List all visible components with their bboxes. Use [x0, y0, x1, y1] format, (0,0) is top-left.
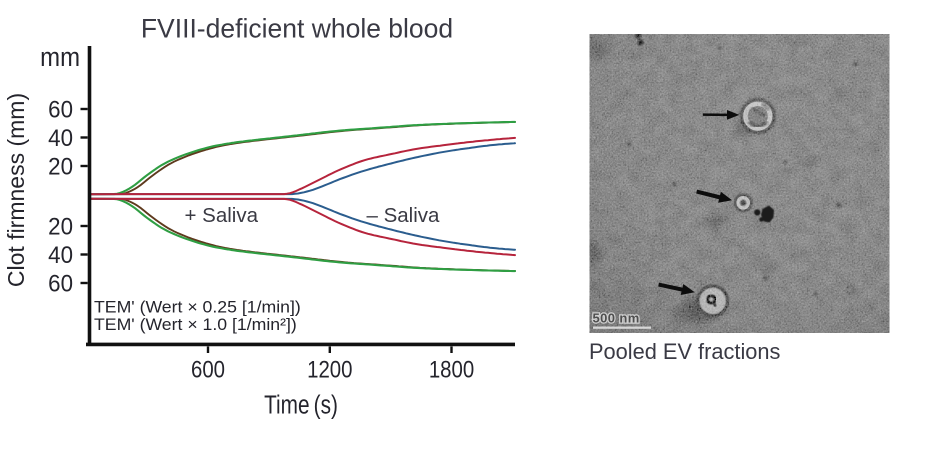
svg-text:TEM' (Wert × 1.0 [1/min²]): TEM' (Wert × 1.0 [1/min²]) — [94, 314, 297, 334]
svg-text:+ Saliva: + Saliva — [185, 204, 259, 227]
svg-text:TEM' (Wert × 0.25 [1/min]): TEM' (Wert × 0.25 [1/min]) — [94, 297, 301, 317]
svg-text:40: 40 — [48, 241, 73, 268]
svg-text:500 nm: 500 nm — [593, 311, 640, 326]
svg-text:20: 20 — [48, 153, 73, 180]
svg-text:Pooled EV fractions: Pooled EV fractions — [589, 339, 781, 364]
svg-text:20: 20 — [48, 213, 73, 240]
svg-text:1200: 1200 — [307, 356, 352, 383]
svg-text:60: 60 — [48, 270, 73, 297]
svg-text:FVIII-deficient whole blood: FVIII-deficient whole blood — [141, 14, 453, 44]
svg-text:60: 60 — [48, 96, 73, 123]
svg-text:– Saliva: – Saliva — [367, 204, 441, 227]
svg-text:Time (s): Time (s) — [264, 390, 338, 419]
svg-text:500 nm: 500 nm — [593, 311, 640, 326]
svg-text:Clot firmness (mm): Clot firmness (mm) — [3, 93, 29, 287]
svg-text:mm: mm — [40, 43, 80, 72]
svg-text:600: 600 — [191, 356, 225, 383]
svg-text:1800: 1800 — [429, 356, 474, 383]
svg-text:40: 40 — [48, 124, 73, 151]
